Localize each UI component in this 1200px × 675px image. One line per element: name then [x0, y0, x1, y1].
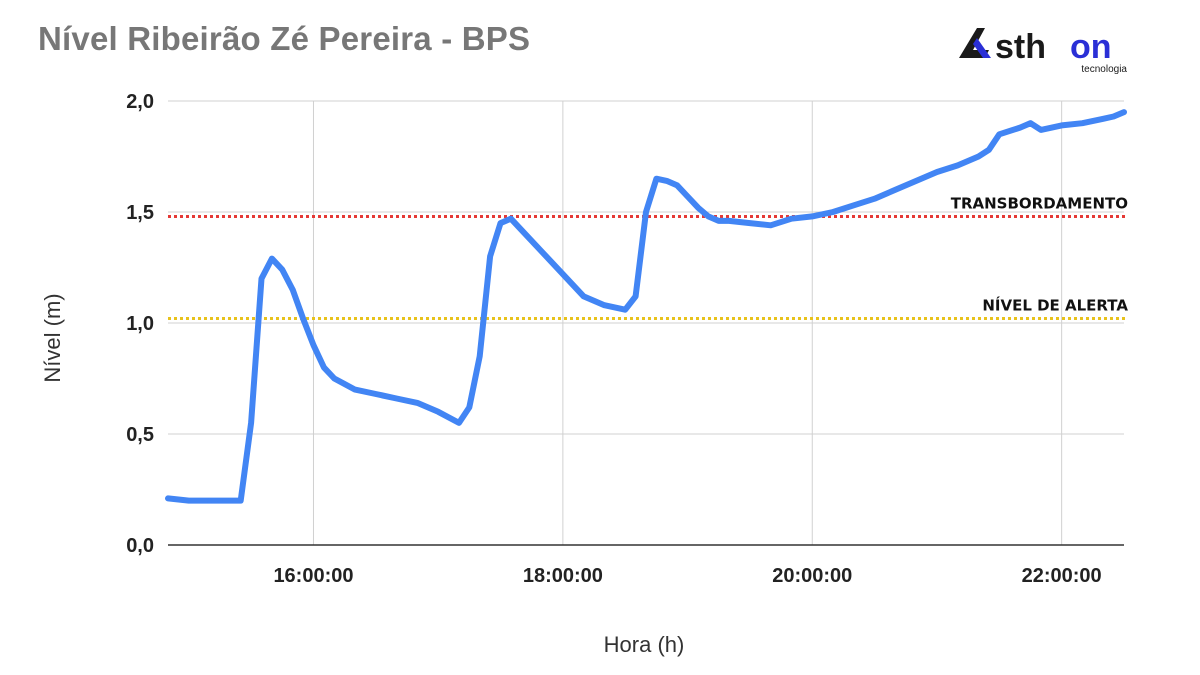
data-point [892, 187, 898, 193]
data-point [227, 498, 233, 504]
chart-title: Nível Ribeirão Zé Pereira - BPS [38, 20, 531, 57]
data-point [809, 213, 815, 220]
series-layer [165, 109, 1127, 504]
data-point [1121, 109, 1127, 115]
data-point [539, 249, 545, 255]
data-point [830, 209, 836, 215]
data-point [321, 364, 327, 370]
data-point [206, 498, 213, 504]
y-tick-label: 0,0 [126, 535, 154, 557]
data-point [975, 153, 982, 160]
data-point [705, 213, 711, 220]
x-gridlines [312, 101, 1063, 545]
reference-line-label: NÍVEL DE ALERTA [982, 296, 1128, 315]
data-point [1079, 120, 1086, 126]
data-point [601, 302, 608, 308]
x-tick-label: 22:00:00 [1022, 565, 1102, 587]
data-point [1059, 122, 1065, 129]
brand-mark-icon [959, 28, 991, 58]
data-point [560, 271, 566, 277]
data-point [477, 353, 483, 359]
data-point [456, 420, 462, 426]
x-tick-label: 16:00:00 [273, 565, 353, 587]
data-point [310, 342, 317, 348]
data-point [664, 178, 670, 184]
y-axis-title: Nível (m) [40, 293, 65, 382]
data-point [986, 147, 992, 153]
data-point [851, 202, 857, 208]
data-point [1038, 127, 1044, 133]
data-point [238, 498, 244, 504]
data-point [726, 218, 732, 224]
x-tick-label: 20:00:00 [772, 565, 852, 587]
data-point [394, 395, 400, 402]
data-point [633, 293, 639, 299]
data-point [684, 193, 691, 200]
data-point [716, 218, 722, 224]
data-point [518, 227, 524, 233]
data-point [186, 498, 192, 504]
x-tick-labels: 16:00:00 18:00:00 20:00:00 22:00:00 [273, 565, 1101, 587]
data-point [352, 387, 358, 393]
data-point [300, 315, 306, 322]
data-point [497, 220, 504, 226]
data-point [373, 391, 379, 397]
y-tick-label: 0,5 [126, 424, 154, 446]
y-tick-label: 1,0 [126, 313, 154, 335]
data-point [872, 196, 878, 202]
data-point [466, 404, 472, 410]
brand-tagline: tecnologia [1081, 64, 1127, 75]
brand-wordmark-accent: on [1070, 28, 1112, 66]
data-point [747, 220, 753, 226]
brand-logo: sth on tecnologia [959, 28, 1127, 75]
x-axis-title: Hora (h) [604, 632, 685, 657]
data-point [768, 222, 774, 228]
data-point [934, 169, 940, 175]
data-point [1017, 125, 1023, 131]
data-point [1111, 113, 1117, 120]
data-point [788, 216, 795, 222]
data-point [165, 495, 171, 501]
data-point [414, 400, 420, 406]
data-point [1100, 116, 1106, 122]
y-tick-labels: 0,0 0,5 1,0 1,5 2,0 [126, 91, 154, 557]
data-point [487, 253, 493, 259]
data-point [435, 409, 441, 415]
data-point [1027, 120, 1034, 126]
y-tick-label: 1,5 [126, 202, 154, 224]
data-point [996, 131, 1002, 137]
data-point [913, 178, 919, 184]
data-point [248, 420, 254, 426]
data-point [674, 182, 680, 188]
data-point [653, 176, 659, 182]
data-point [331, 375, 337, 382]
brand-wordmark: sth [995, 28, 1046, 66]
data-point [581, 293, 587, 299]
data-point [279, 267, 285, 273]
reference-line-label: TRANSBORDAMENTO [951, 194, 1128, 212]
data-point [643, 209, 649, 215]
data-point [622, 307, 628, 313]
data-point [269, 256, 275, 262]
data-point [955, 162, 961, 168]
data-point [290, 287, 296, 293]
series-line [165, 109, 1127, 504]
data-point [508, 216, 514, 222]
y-gridlines [168, 100, 1124, 435]
y-tick-label: 2,0 [126, 91, 154, 113]
x-tick-label: 18:00:00 [523, 565, 603, 587]
data-point [695, 204, 701, 211]
data-point [217, 498, 223, 504]
data-point [258, 276, 265, 282]
